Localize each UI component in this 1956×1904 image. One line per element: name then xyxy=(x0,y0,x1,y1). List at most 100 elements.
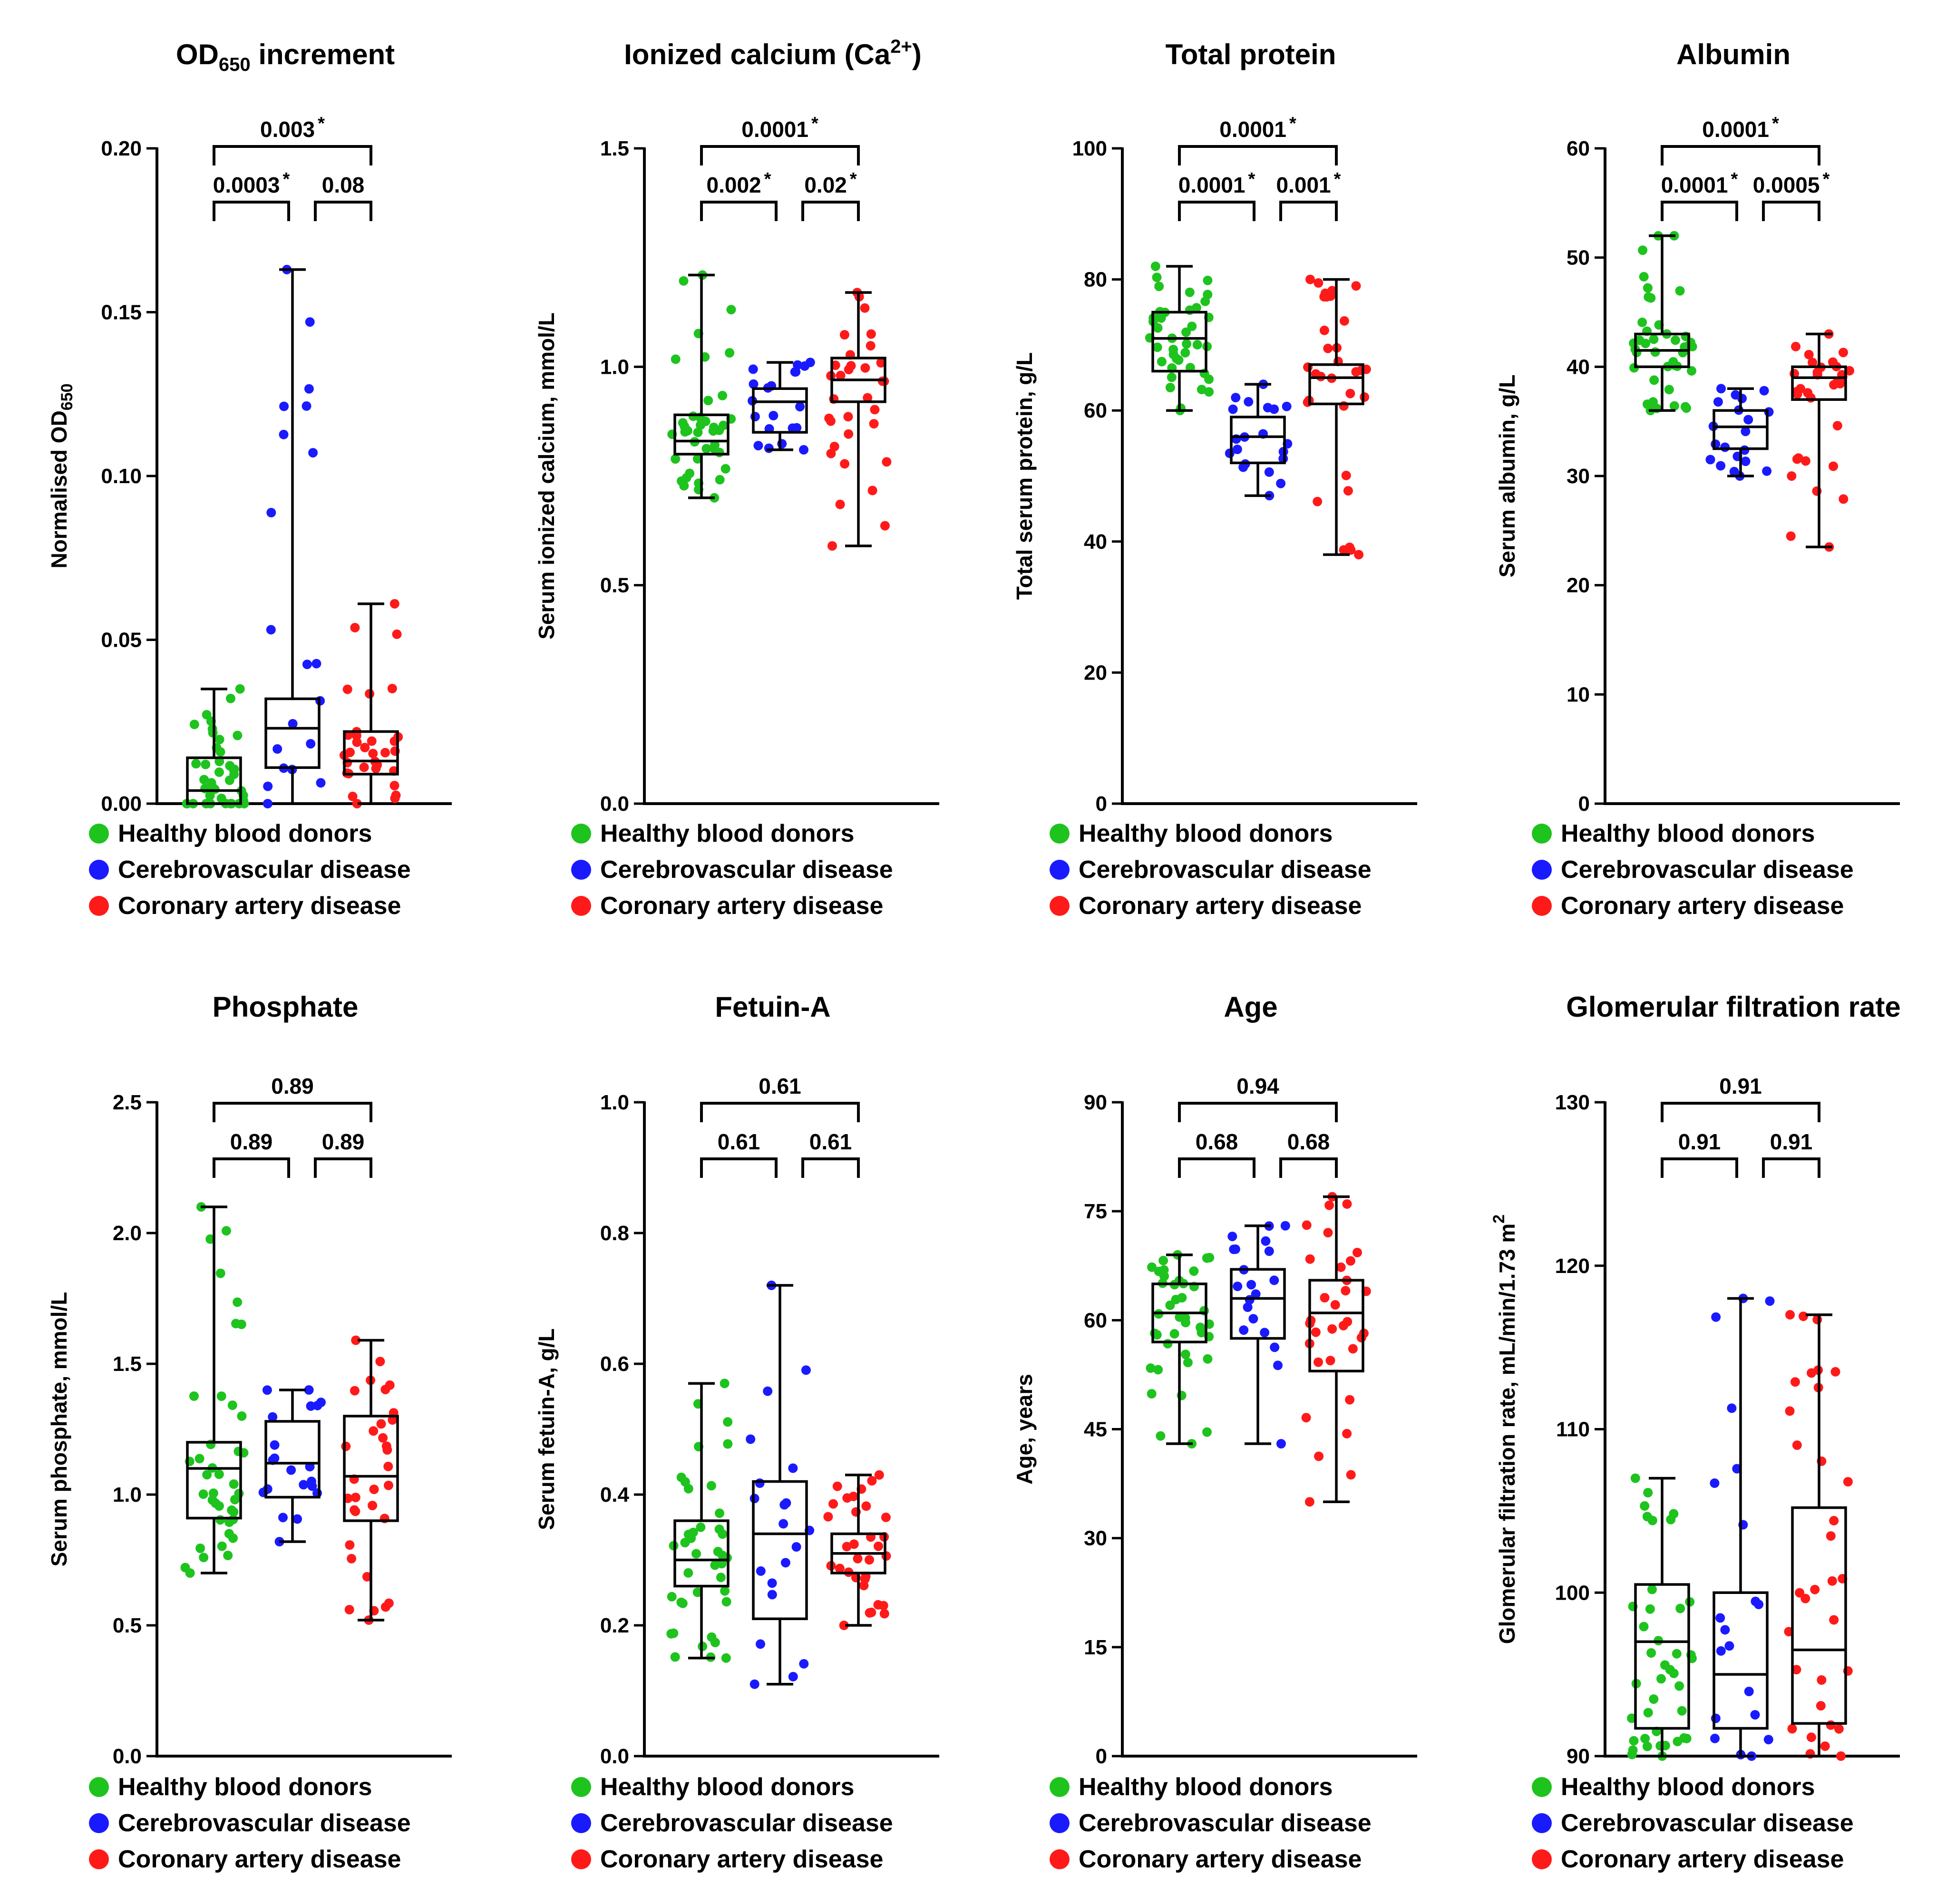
data-point xyxy=(376,1419,386,1429)
box-healthy xyxy=(667,270,736,503)
data-point xyxy=(832,1481,842,1491)
data-point xyxy=(849,1539,859,1549)
legend: Healthy blood donors Cerebrovascular dise… xyxy=(89,1773,411,1873)
bracket-line xyxy=(213,201,290,221)
data-point xyxy=(853,1554,863,1564)
data-point xyxy=(1643,1488,1653,1497)
iqr-box xyxy=(1308,363,1364,406)
data-point xyxy=(692,1587,702,1597)
data-point xyxy=(1628,1745,1638,1755)
iqr-box xyxy=(1791,365,1847,401)
data-point xyxy=(823,1512,833,1522)
y-tick-label: 30 xyxy=(1084,1527,1107,1550)
data-point xyxy=(227,1400,237,1410)
data-point xyxy=(1147,1262,1157,1272)
data-point xyxy=(676,1472,686,1482)
data-point xyxy=(1319,325,1329,335)
data-point xyxy=(799,445,808,455)
data-point xyxy=(341,1441,351,1451)
data-point xyxy=(1804,350,1814,359)
data-point xyxy=(826,416,836,426)
data-point xyxy=(1324,1200,1334,1210)
data-point xyxy=(305,317,315,327)
iqr-box xyxy=(1634,1583,1690,1730)
data-point xyxy=(1673,1737,1683,1747)
legend-label: Healthy blood donors xyxy=(1079,1773,1333,1801)
data-point xyxy=(715,475,725,485)
data-point xyxy=(1830,1367,1840,1377)
box-healthy xyxy=(1145,262,1214,416)
data-point xyxy=(767,1590,777,1600)
data-point xyxy=(342,684,352,694)
data-point xyxy=(1204,387,1214,397)
data-point xyxy=(1705,455,1715,465)
data-point xyxy=(842,1542,852,1552)
data-point xyxy=(214,1469,224,1479)
y-tick-label: 40 xyxy=(1084,530,1107,554)
data-point xyxy=(1353,1248,1362,1257)
data-point xyxy=(1639,272,1649,282)
data-point xyxy=(389,781,399,790)
data-point xyxy=(860,1574,870,1584)
data-point xyxy=(1671,335,1680,345)
comparison-bracket: 0.89 xyxy=(213,1129,290,1178)
p-value-label: 0.08 xyxy=(322,173,365,197)
data-point xyxy=(696,1522,706,1532)
data-point xyxy=(1675,286,1685,296)
data-point xyxy=(1720,442,1730,452)
data-point xyxy=(1710,1733,1720,1743)
data-point xyxy=(383,1461,393,1471)
data-point xyxy=(764,443,774,453)
p-value-label: 0.61 xyxy=(718,1129,760,1154)
data-point xyxy=(1341,470,1351,480)
data-point xyxy=(691,1549,701,1559)
bracket-line xyxy=(1279,201,1338,221)
y-tick-label: 1.0 xyxy=(113,1483,142,1506)
data-point xyxy=(1807,1368,1816,1378)
data-point xyxy=(763,1386,773,1396)
legend-marker xyxy=(571,896,591,916)
data-point xyxy=(683,1484,693,1494)
bracket-line xyxy=(801,1157,860,1178)
chart-panel-6: Fetuin-A 0.0 0.2 0.4 0.6 0.8 1.0 Serum fetuin-A… xyxy=(534,991,939,1873)
data-point xyxy=(1182,339,1192,349)
p-value-label: 0.91 xyxy=(1719,1074,1762,1098)
data-point xyxy=(1729,466,1739,476)
data-point xyxy=(844,365,854,375)
box-cerebrovascular xyxy=(263,264,326,808)
data-point xyxy=(350,1386,360,1396)
data-point xyxy=(1649,375,1659,385)
p-value-label: 0.89 xyxy=(271,1074,314,1098)
iqr-box xyxy=(752,387,808,434)
comparison-bracket: 0.91 xyxy=(1661,1074,1820,1122)
data-point xyxy=(205,791,215,801)
y-axis-title: Serum phosphate, mmol/L xyxy=(47,1292,71,1567)
bracket-line xyxy=(801,201,860,221)
data-point xyxy=(229,1479,239,1489)
data-point xyxy=(1759,386,1769,396)
data-point xyxy=(720,1586,730,1596)
y-tick-label: 100 xyxy=(1072,137,1107,160)
data-point xyxy=(1246,1280,1256,1290)
box-cerebrovascular xyxy=(1227,1221,1290,1449)
iqr-box xyxy=(343,730,399,776)
data-point xyxy=(1203,275,1213,285)
data-point xyxy=(307,1477,316,1486)
bracket-line xyxy=(213,145,372,165)
data-point xyxy=(880,521,890,531)
data-point xyxy=(308,448,318,458)
comparison-bracket: 0.89 xyxy=(213,1074,372,1122)
data-point xyxy=(839,1621,849,1630)
bracket-line xyxy=(213,1157,290,1178)
data-point xyxy=(867,486,877,495)
data-point xyxy=(214,767,224,777)
y-tick-label: 2.5 xyxy=(113,1091,142,1114)
data-point xyxy=(304,384,314,394)
data-point xyxy=(780,1558,790,1568)
p-value-label: 0.0005 * xyxy=(1753,169,1830,197)
data-point xyxy=(1230,1244,1240,1254)
data-point xyxy=(195,1544,205,1553)
data-point xyxy=(756,1566,766,1576)
box-coronary xyxy=(824,288,892,551)
data-point xyxy=(793,360,803,370)
